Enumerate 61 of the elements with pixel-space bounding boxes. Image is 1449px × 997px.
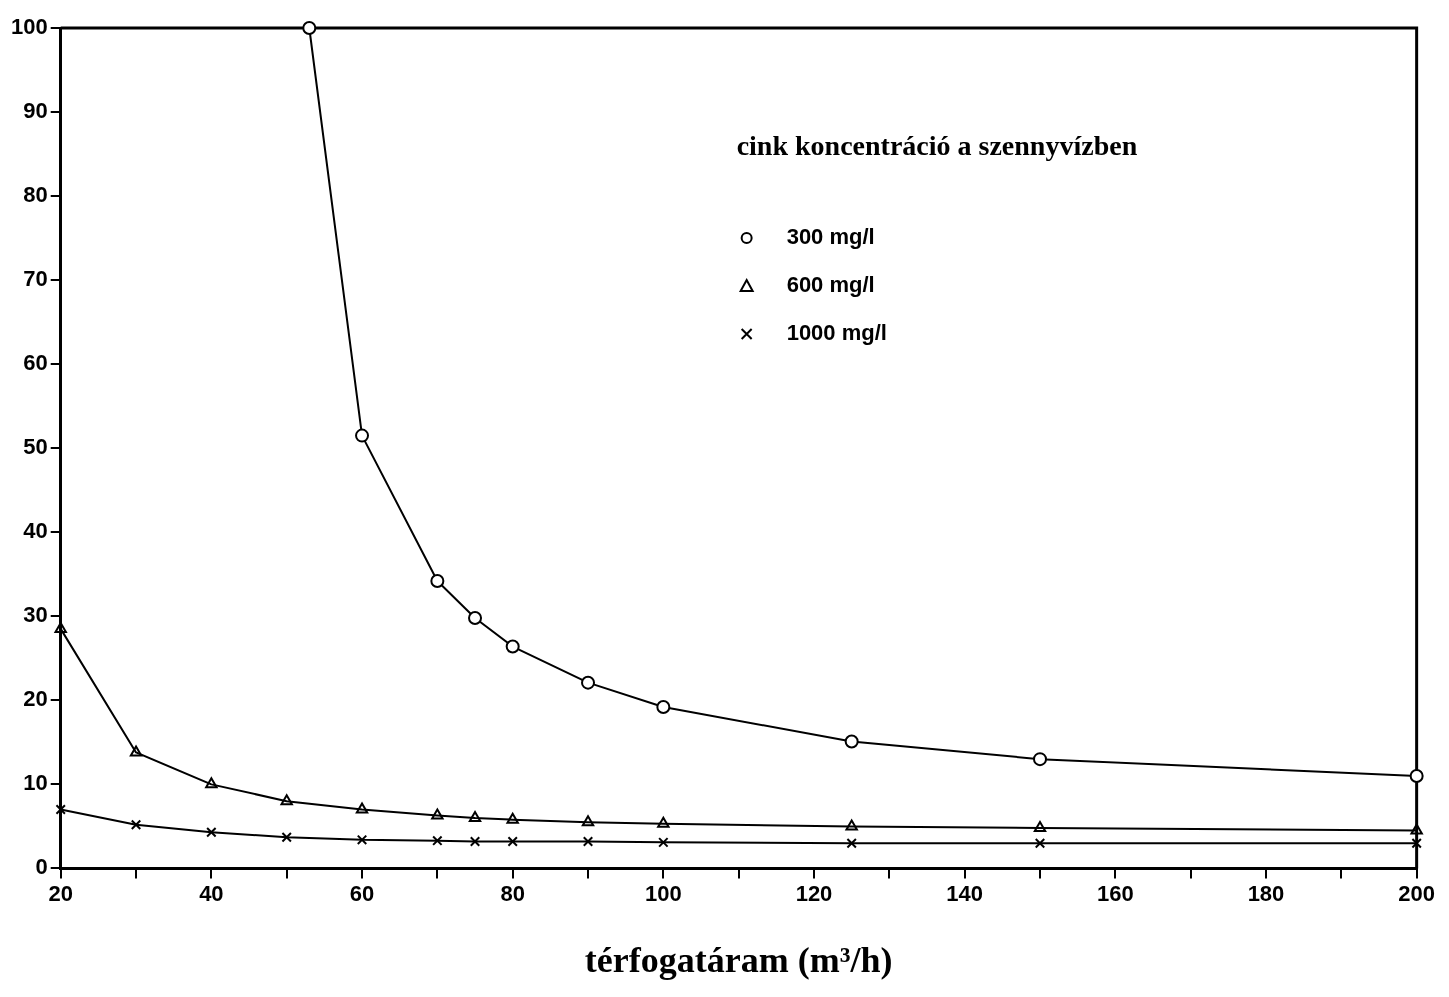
point bbox=[280, 794, 293, 806]
x-tick-label: 20 bbox=[48, 880, 73, 906]
y-tick-label: 20 bbox=[23, 686, 48, 712]
x-tick-label: 80 bbox=[500, 880, 525, 906]
point bbox=[506, 812, 519, 824]
point bbox=[356, 834, 368, 846]
point bbox=[505, 639, 520, 654]
y-tick-label: 40 bbox=[23, 518, 48, 544]
point bbox=[129, 745, 143, 757]
point bbox=[431, 808, 444, 820]
point bbox=[432, 835, 443, 846]
legend-label: 1000 mg/l bbox=[786, 320, 887, 346]
legend-label: 600 mg/l bbox=[786, 272, 875, 298]
x-tick-label: 160 bbox=[1096, 880, 1134, 906]
point bbox=[430, 573, 445, 588]
x-tick-label: 40 bbox=[199, 880, 224, 906]
y-tick-label: 60 bbox=[23, 350, 48, 376]
point bbox=[582, 836, 594, 847]
point bbox=[355, 802, 369, 814]
point bbox=[1410, 823, 1423, 835]
x-tick-label: 180 bbox=[1247, 880, 1285, 906]
y-tick-label: 50 bbox=[23, 434, 48, 460]
point bbox=[1033, 752, 1047, 767]
x-tick-label: 120 bbox=[795, 880, 833, 906]
y-tick-label: 10 bbox=[23, 770, 48, 796]
point bbox=[581, 675, 596, 690]
legend-label: 300 mg/l bbox=[786, 224, 875, 250]
point bbox=[281, 832, 292, 843]
point bbox=[206, 827, 217, 838]
point bbox=[1411, 837, 1422, 849]
point bbox=[55, 804, 66, 815]
point bbox=[845, 819, 858, 831]
x-tick-label: 140 bbox=[946, 880, 984, 906]
point bbox=[130, 819, 142, 830]
point bbox=[205, 777, 218, 789]
point bbox=[658, 837, 669, 848]
x-axis-title: térfogatáram (m³/h) bbox=[584, 939, 893, 980]
point bbox=[657, 816, 670, 828]
point bbox=[1409, 768, 1424, 783]
point bbox=[507, 836, 518, 847]
point bbox=[846, 837, 857, 849]
point bbox=[302, 21, 317, 35]
point bbox=[1033, 821, 1047, 833]
point bbox=[468, 810, 482, 822]
point bbox=[1034, 837, 1046, 849]
x-tick-label: 60 bbox=[349, 880, 375, 906]
y-tick-label: 70 bbox=[23, 266, 48, 292]
point bbox=[844, 734, 859, 749]
point bbox=[468, 610, 483, 625]
point bbox=[581, 815, 595, 827]
point bbox=[355, 428, 370, 443]
point bbox=[656, 700, 671, 715]
legend-title: cink koncentráció a szennyvízben bbox=[736, 130, 1138, 162]
y-tick-label: 30 bbox=[23, 602, 48, 628]
x-tick-label: 100 bbox=[644, 880, 682, 906]
y-tick-label: 100 bbox=[10, 14, 48, 40]
y-tick-label: 80 bbox=[23, 182, 48, 208]
x-tick-label: 200 bbox=[1398, 880, 1436, 906]
y-tick-label: 90 bbox=[23, 98, 48, 124]
point bbox=[469, 836, 481, 847]
y-tick-label: 0 bbox=[35, 854, 48, 880]
